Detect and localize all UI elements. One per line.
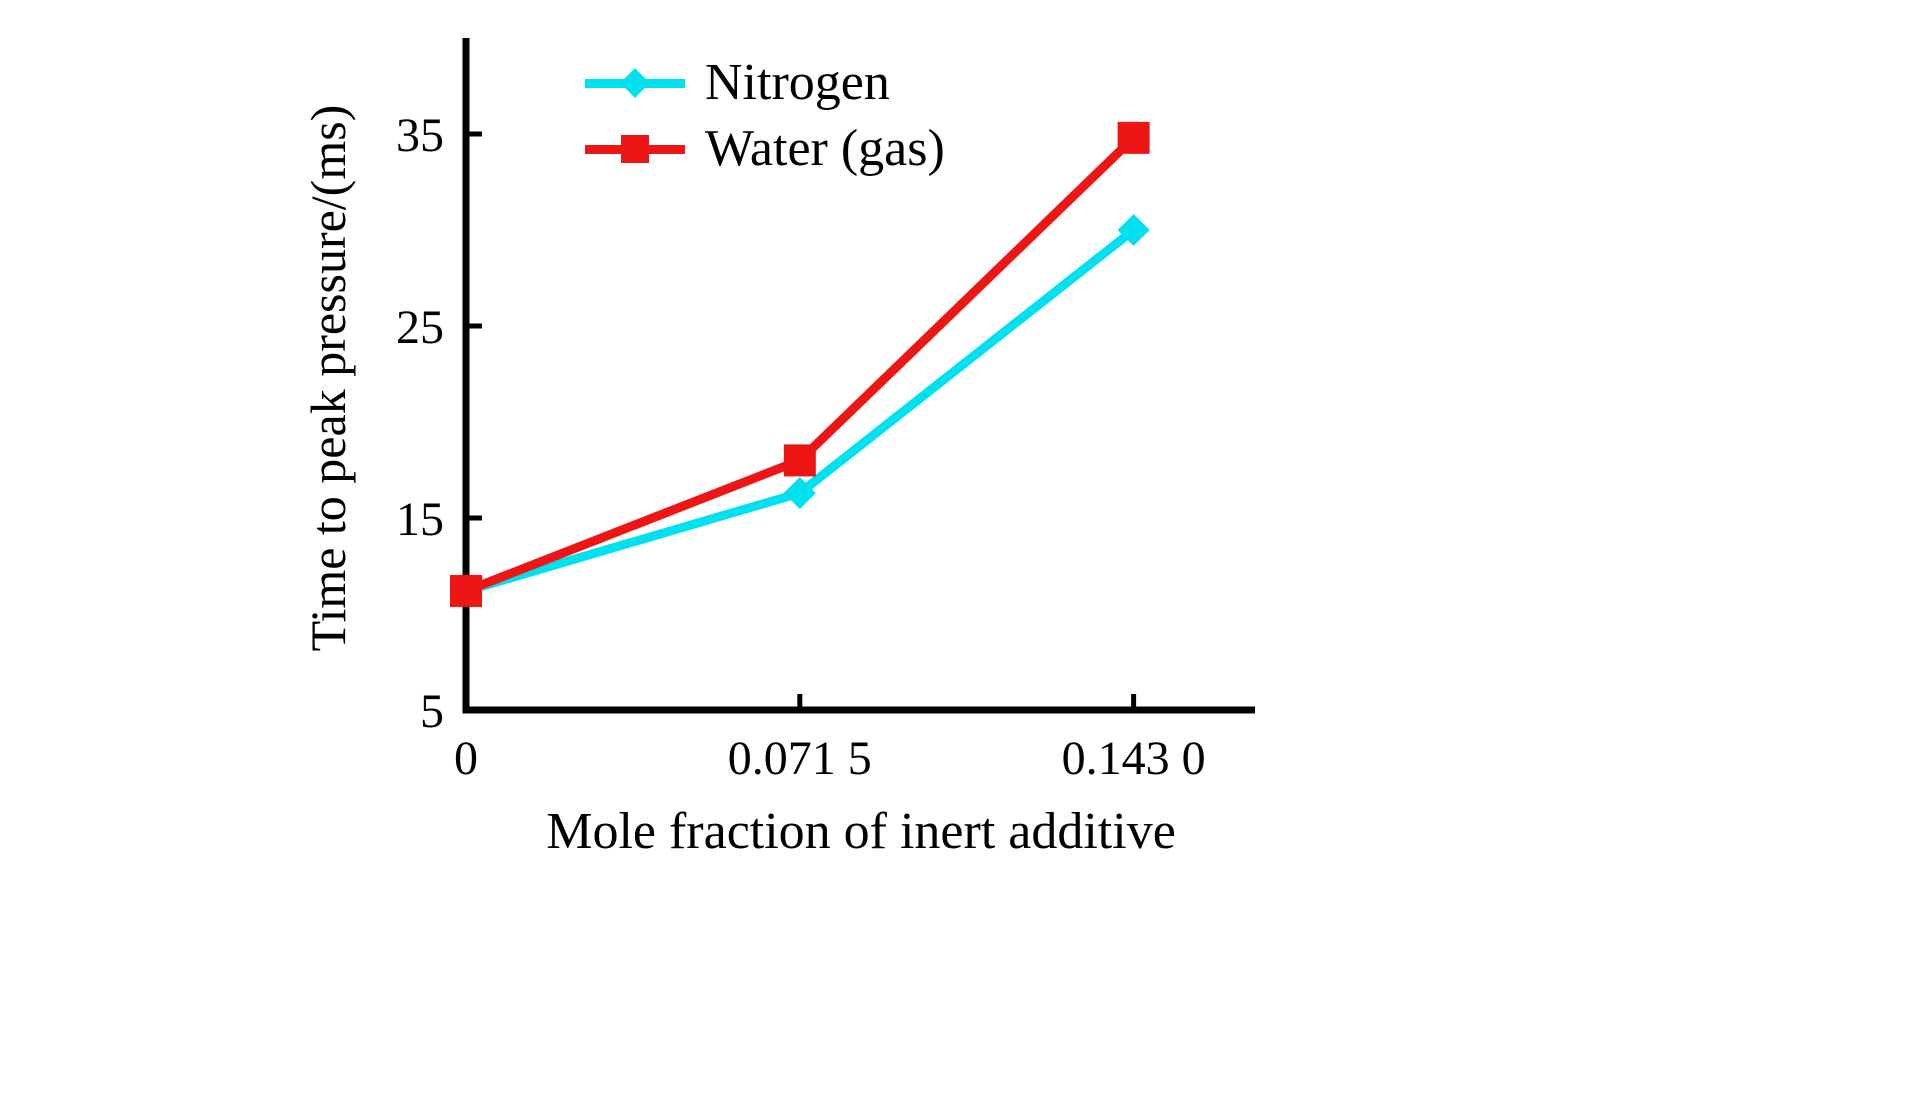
- data-point-square: [783, 444, 816, 477]
- series-line-0: [461, 225, 1139, 596]
- x-tick-label: 0.071 5: [728, 732, 872, 785]
- series-line-1: [461, 133, 1139, 596]
- square-marker-icon: [621, 135, 649, 163]
- legend-line-sample-nitrogen: [585, 66, 685, 100]
- x-tick-label: 0: [454, 732, 478, 785]
- data-point-diamond: [1117, 214, 1150, 246]
- y-tick-label: 25: [396, 301, 444, 354]
- legend-label-nitrogen: Nitrogen: [705, 54, 890, 111]
- chart-legend: Nitrogen Water (gas): [585, 55, 945, 177]
- data-point-square: [450, 574, 482, 607]
- data-point-diamond: [783, 477, 816, 510]
- legend-line-sample-water-gas: [585, 132, 685, 166]
- y-tick-label: 5: [420, 685, 444, 738]
- diamond-marker-icon: [620, 68, 650, 98]
- legend-item-water-gas: Water (gas): [585, 121, 945, 177]
- legend-label-water-gas: Water (gas): [705, 120, 945, 177]
- x-axis-title: Mole fraction of inert additive: [546, 803, 1176, 860]
- y-axis-title: Time to peak pressure/(ms): [300, 104, 356, 652]
- data-point-square: [1117, 121, 1150, 154]
- y-tick-label: 15: [396, 493, 444, 546]
- y-tick-label: 35: [396, 109, 444, 162]
- x-tick-label: 0.143 0: [1062, 732, 1206, 785]
- legend-item-nitrogen: Nitrogen: [585, 55, 945, 111]
